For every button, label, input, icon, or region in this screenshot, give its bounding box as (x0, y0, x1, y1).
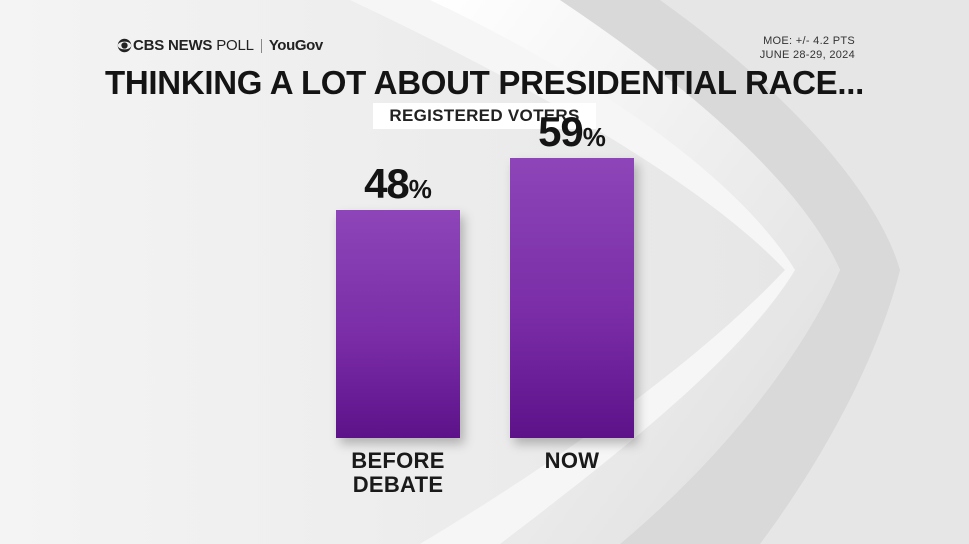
bar-value-label-1: 59% (538, 107, 606, 155)
chart-subtitle: REGISTERED VOTERS (373, 103, 596, 129)
brand-divider (260, 38, 262, 53)
cbs-eye-logo-icon (117, 38, 132, 53)
bar-0 (336, 210, 460, 438)
poll-meta: MOE: +/- 4.2 PTS JUNE 28-29, 2024 (760, 34, 855, 62)
category-label-0: BEFORE DEBATE (351, 448, 445, 497)
brand-cbs-news: CBS NEWS (133, 37, 213, 54)
chart-subtitle-box: REGISTERED VOTERS (0, 103, 969, 129)
bar-value-label-0: 48% (364, 160, 432, 207)
poll-brand: CBS NEWS POLL YouGov (117, 37, 323, 54)
chart-title: THINKING A LOT ABOUT PRESIDENTIAL RACE..… (105, 64, 864, 101)
brand-poll: POLL (216, 37, 254, 54)
margin-of-error: MOE: +/- 4.2 PTS (763, 35, 855, 47)
brand-yougov: YouGov (268, 37, 323, 54)
category-label-1: NOW (544, 448, 600, 473)
bar-1 (510, 157, 634, 438)
poll-dates: JUNE 28-29, 2024 (759, 49, 855, 61)
